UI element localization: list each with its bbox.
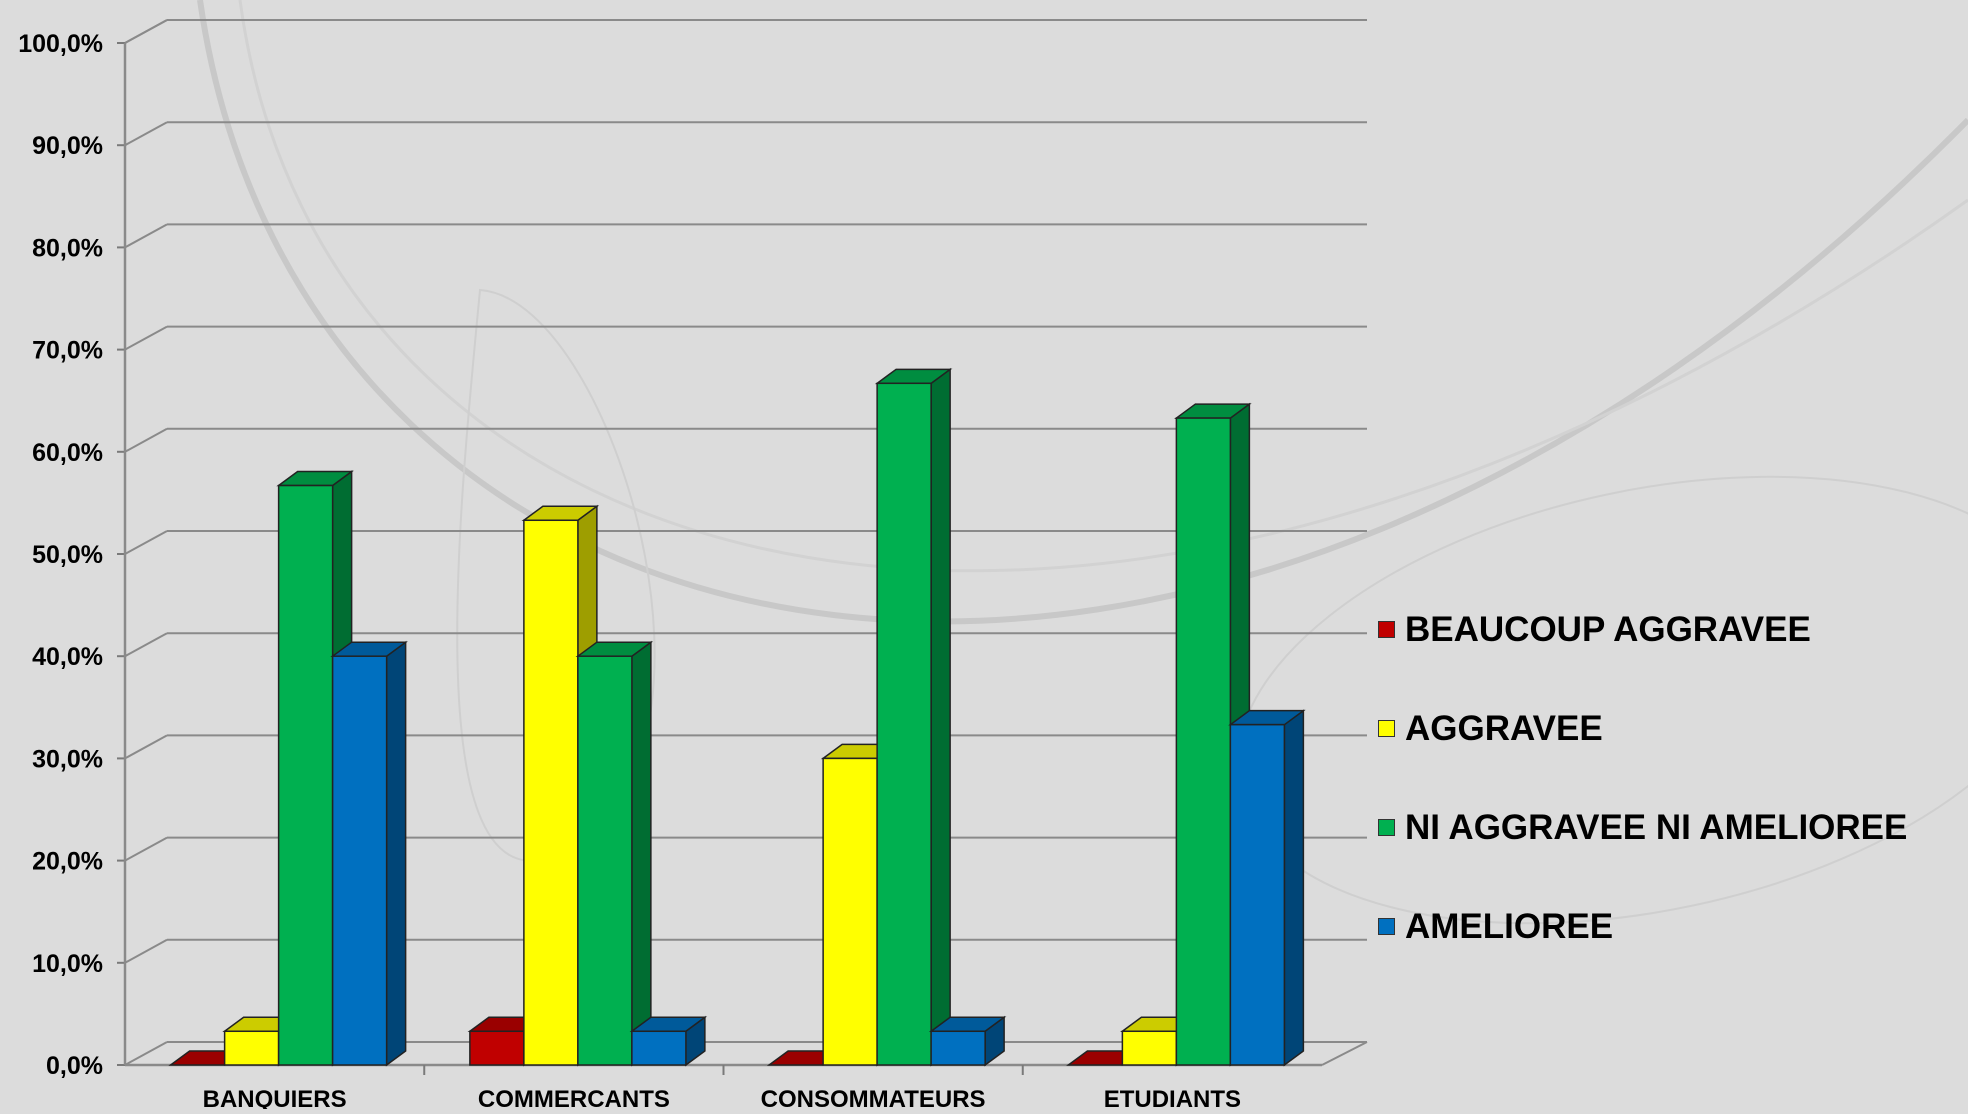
gridline-diagonal xyxy=(124,632,168,658)
legend-swatch xyxy=(1378,720,1395,737)
gridline-diagonal xyxy=(124,325,168,351)
legend-label: AGGRAVEE xyxy=(1405,708,1603,748)
x-tick-label: BANQUIERS xyxy=(203,1086,347,1109)
gridline-diagonal xyxy=(124,427,168,453)
gridline-diagonal xyxy=(124,938,168,964)
x-tick-label: COMMERCANTS xyxy=(478,1086,670,1109)
legend-label: AMELIOREE xyxy=(1405,906,1614,946)
y-tick-label: 80,0% xyxy=(32,234,103,262)
bar xyxy=(277,484,334,1066)
bar-side xyxy=(1283,709,1305,1067)
bar-side xyxy=(385,640,407,1067)
bar xyxy=(1175,417,1232,1066)
gridline-diagonal xyxy=(124,223,168,249)
legend-label: BEAUCOUP AGGRAVEE xyxy=(1405,609,1811,649)
y-axis-top xyxy=(124,19,168,44)
y-tick-label: 90,0% xyxy=(32,132,103,160)
y-tick-label: 30,0% xyxy=(32,745,103,773)
y-tick-label: 60,0% xyxy=(32,439,103,467)
y-tick-label: 40,0% xyxy=(32,643,103,671)
legend-item-ni-aggravee-ni-amelioree: NI AGGRAVEE NI AMELIOREE xyxy=(1378,778,1907,877)
bar xyxy=(469,1030,525,1066)
legend: BEAUCOUP AGGRAVEE AGGRAVEE NI AGGRAVEE N… xyxy=(1378,580,1907,976)
x-axis-depth xyxy=(1321,1041,1368,1066)
bar xyxy=(331,655,388,1066)
background-swirl xyxy=(197,0,1968,625)
legend-item-beaucoup-aggravee: BEAUCOUP AGGRAVEE xyxy=(1378,580,1907,679)
y-tick-label: 0,0% xyxy=(46,1052,103,1080)
bar-side xyxy=(930,367,951,1067)
legend-swatch xyxy=(1378,621,1395,638)
bar xyxy=(876,382,932,1066)
x-tick-label: CONSOMMATEURS xyxy=(761,1086,986,1109)
bar xyxy=(930,1030,986,1066)
legend-item-amelioree: AMELIOREE xyxy=(1378,877,1907,976)
bar xyxy=(1229,723,1286,1066)
bar xyxy=(523,519,579,1066)
bar xyxy=(577,655,633,1066)
gridline-diagonal xyxy=(124,836,168,862)
bar xyxy=(223,1030,280,1066)
gridline-diagonal xyxy=(124,734,168,760)
legend-item-aggravee: AGGRAVEE xyxy=(1378,679,1907,778)
gridline-diagonal xyxy=(124,121,168,147)
y-tick-label: 20,0% xyxy=(32,848,103,876)
gridline-diagonal xyxy=(124,530,168,555)
bar xyxy=(822,757,878,1066)
y-tick-label: 50,0% xyxy=(32,541,103,569)
x-tick-label: ETUDIANTS xyxy=(1104,1086,1241,1109)
y-tick-label: 70,0% xyxy=(32,337,103,365)
legend-swatch xyxy=(1378,918,1395,935)
gridline-diagonal xyxy=(124,1041,168,1066)
bars xyxy=(168,367,1306,1067)
bar xyxy=(1121,1030,1178,1066)
legend-label: NI AGGRAVEE NI AMELIOREE xyxy=(1405,807,1908,847)
background-swirl xyxy=(238,0,1968,573)
y-tick-label: 10,0% xyxy=(32,950,103,978)
bar xyxy=(631,1030,687,1066)
legend-swatch xyxy=(1378,819,1395,836)
y-tick-label: 100,0% xyxy=(18,30,103,58)
bar-side xyxy=(631,640,652,1067)
